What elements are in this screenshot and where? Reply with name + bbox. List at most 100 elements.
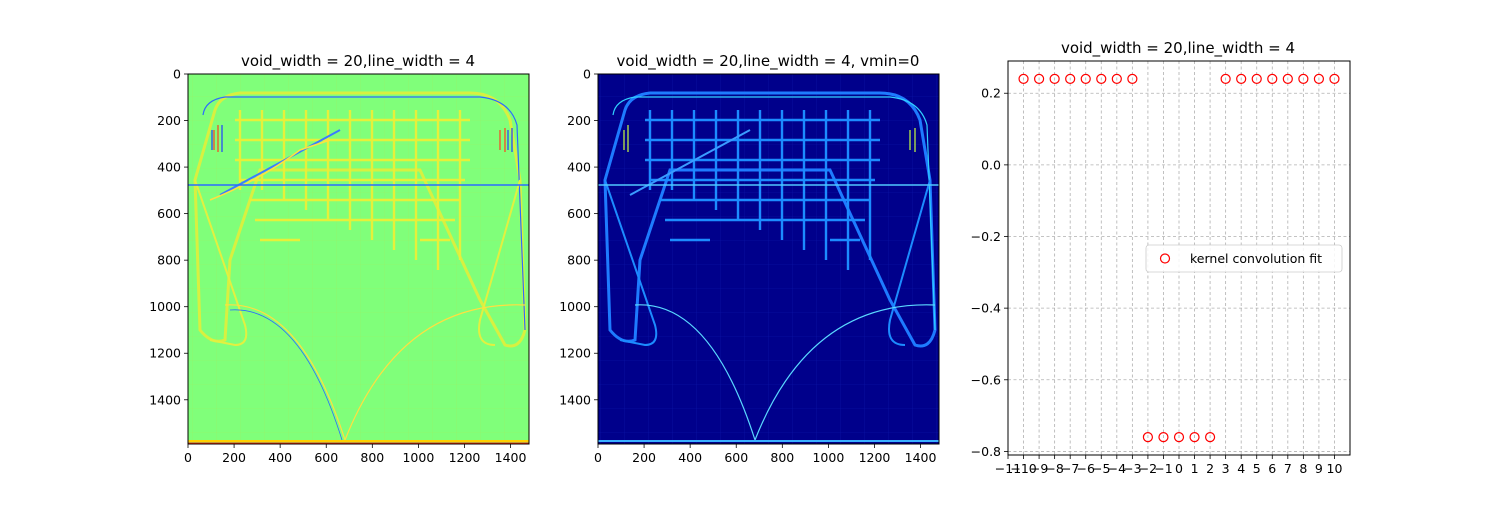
panel-2-y-ticks: 0 200 400 600 800 1000 1200 1400: [559, 67, 598, 407]
x-tick-label: 600: [314, 450, 338, 465]
x-tick-label: 0: [594, 450, 602, 465]
data-point: [1282, 73, 1293, 85]
x-tick-label: −8: [1045, 461, 1063, 476]
x-tick-label: 1000: [402, 450, 434, 465]
x-tick-label: −10: [1010, 461, 1036, 476]
data-point: [1065, 73, 1076, 85]
y-tick-label: 800: [157, 253, 181, 268]
data-point: [1142, 431, 1154, 443]
y-tick-label: −0.6: [971, 372, 1001, 387]
y-tick-label: −0.2: [971, 229, 1001, 244]
x-tick-label: 1400: [905, 450, 937, 465]
y-tick-label: 1000: [559, 299, 591, 314]
x-tick-label: −7: [1061, 461, 1079, 476]
y-tick-label: 0: [583, 67, 591, 82]
data-point: [1111, 73, 1122, 85]
panel-3-x-ticks: −11−10−9−8−7−6−5−4−3−2−1 0 1 2 3 4 5 6 7 8 9 10: [995, 455, 1343, 476]
data-point: [1329, 73, 1340, 85]
data-point: [1236, 73, 1247, 85]
x-tick-label: 5: [1253, 461, 1261, 476]
y-tick-label: 400: [157, 160, 181, 175]
x-tick-label: 0: [184, 450, 192, 465]
data-point: [1049, 73, 1060, 85]
y-tick-label: 200: [567, 113, 591, 128]
panel-1: void_width = 20,line_width = 4: [149, 52, 530, 465]
y-tick-label: 0: [173, 67, 181, 82]
y-tick-label: 1000: [149, 299, 181, 314]
x-tick-label: 1200: [449, 450, 481, 465]
x-tick-label: 400: [268, 450, 292, 465]
data-point: [1033, 73, 1045, 85]
x-tick-label: 1200: [859, 450, 891, 465]
panel-1-image: [188, 74, 529, 444]
x-tick-label: 200: [632, 450, 656, 465]
x-tick-label: 4: [1237, 461, 1245, 476]
x-tick-label: 400: [678, 450, 702, 465]
panel-2-image: [598, 74, 939, 444]
data-point: [1313, 73, 1325, 85]
data-point: [1096, 73, 1107, 85]
y-tick-label: −0.4: [971, 301, 1001, 316]
y-tick-label: 1400: [149, 392, 181, 407]
data-point: [1204, 431, 1216, 443]
data-point: [1080, 73, 1091, 85]
panel-1-title: void_width = 20,line_width = 4: [241, 52, 475, 71]
data-point: [1018, 73, 1029, 85]
x-tick-label: −11: [995, 461, 1021, 476]
data-point: [1158, 431, 1169, 443]
panel-3-title: void_width = 20,line_width = 4: [1061, 39, 1295, 58]
data-point: [1189, 431, 1200, 443]
legend-label: kernel convolution fit: [1190, 251, 1322, 266]
panel-3-points: [1018, 73, 1340, 443]
x-tick-label: 0: [1175, 461, 1183, 476]
y-tick-label: 1400: [559, 392, 591, 407]
data-point: [1173, 431, 1185, 443]
data-point: [1220, 73, 1231, 85]
data-point: [1267, 73, 1278, 85]
x-tick-label: 9: [1315, 461, 1323, 476]
panel-2-x-ticks: 0 200 400 600 800 1000 1200 1400: [594, 444, 937, 465]
x-tick-label: 800: [360, 450, 384, 465]
y-tick-label: 1200: [149, 346, 181, 361]
x-tick-label: 7: [1284, 461, 1292, 476]
x-tick-label: −2: [1139, 461, 1157, 476]
y-tick-label: 800: [567, 253, 591, 268]
legend-marker: [1159, 253, 1171, 264]
x-tick-label: 8: [1299, 461, 1307, 476]
x-tick-label: 2: [1206, 461, 1214, 476]
x-tick-label: −1: [1154, 461, 1172, 476]
data-point: [1298, 73, 1309, 85]
x-tick-label: 10: [1327, 461, 1343, 476]
y-tick-label: 1200: [559, 346, 591, 361]
y-tick-label: −0.8: [971, 444, 1001, 459]
x-tick-label: 6: [1268, 461, 1276, 476]
x-tick-label: −6: [1077, 461, 1095, 476]
x-tick-label: −9: [1030, 461, 1048, 476]
panel-3-legend: kernel convolution fit: [1145, 244, 1343, 273]
y-tick-label: 200: [157, 113, 181, 128]
x-tick-label: 800: [770, 450, 794, 465]
data-point: [1251, 73, 1262, 85]
data-point: [1127, 73, 1138, 85]
x-tick-label: −5: [1092, 461, 1110, 476]
panel-3: void_width = 20,line_width = 4 −11−10−9−…: [971, 39, 1351, 476]
y-tick-label: 0.2: [981, 86, 1001, 101]
y-tick-label: 400: [567, 160, 591, 175]
y-tick-label: 600: [157, 206, 181, 221]
x-tick-label: 1000: [812, 450, 844, 465]
panel-1-axes-frame: [187, 73, 530, 445]
x-tick-label: 200: [222, 450, 246, 465]
panel-1-y-ticks: 0 200 400 600 800 1000 1200 1400: [149, 67, 188, 407]
panel-2-title: void_width = 20,line_width = 4, vmin=0: [617, 52, 920, 71]
panel-1-x-ticks: 0 200 400 600 800 1000 1200 1400: [184, 444, 527, 465]
x-tick-label: −4: [1108, 461, 1126, 476]
y-tick-label: 600: [567, 206, 591, 221]
panel-3-grid: [1007, 61, 1350, 455]
panel-2: void_width = 20,line_width = 4, vmin=0 0…: [559, 52, 940, 465]
x-tick-label: 600: [724, 450, 748, 465]
y-tick-label: 0.0: [981, 157, 1001, 172]
panel-3-y-ticks: 0.2 0.0 −0.2 −0.4 −0.6 −0.8: [971, 86, 1008, 459]
panel-2-axes-frame: [597, 73, 940, 445]
x-tick-label: 3: [1222, 461, 1230, 476]
